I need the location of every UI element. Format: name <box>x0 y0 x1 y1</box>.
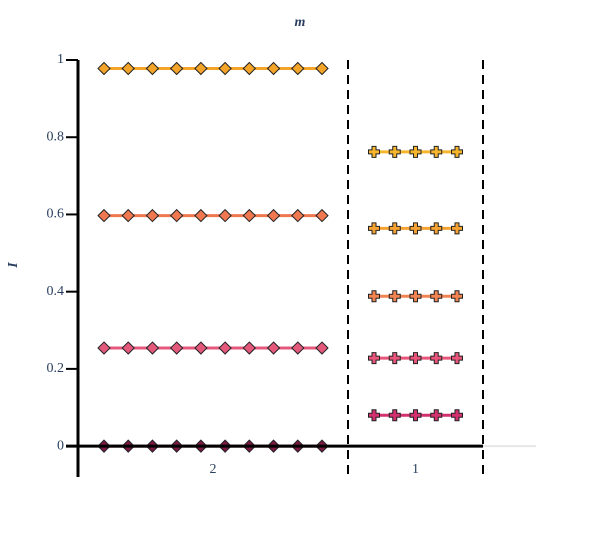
marker <box>315 341 329 355</box>
marker <box>242 208 257 223</box>
marker <box>368 409 380 422</box>
x-tick-label: 2 <box>210 462 217 477</box>
y-tick-label: 0.6 <box>47 207 65 222</box>
marker <box>315 208 329 223</box>
y-tick-label: 0 <box>57 438 64 453</box>
y-tick-label: 0.4 <box>47 284 65 299</box>
marker <box>291 341 305 355</box>
x-tick-label: 1 <box>412 462 419 477</box>
marker <box>218 341 232 355</box>
marker <box>388 222 401 235</box>
marker <box>409 290 422 303</box>
marker <box>451 290 463 303</box>
marker <box>388 290 401 303</box>
marker <box>368 352 380 365</box>
marker <box>291 61 305 76</box>
marker <box>97 61 111 76</box>
marker <box>145 61 160 76</box>
y-tick-label: 0.2 <box>47 361 65 376</box>
marker <box>194 341 208 355</box>
marker <box>388 145 401 158</box>
marker <box>194 61 208 76</box>
marker <box>121 208 135 223</box>
marker <box>266 208 281 223</box>
marker <box>430 145 443 158</box>
marker <box>266 61 281 76</box>
marker <box>169 208 184 223</box>
marker <box>388 352 401 365</box>
marker <box>430 409 443 422</box>
marker <box>388 409 401 422</box>
marker <box>451 409 463 422</box>
marker <box>430 290 443 303</box>
marker <box>194 208 208 223</box>
marker <box>169 341 184 355</box>
marker <box>218 208 232 223</box>
marker <box>242 341 257 355</box>
marker <box>218 61 232 76</box>
marker <box>430 352 443 365</box>
chart-title: m <box>295 15 306 30</box>
y-axis-label: I <box>6 262 21 269</box>
marker <box>145 208 160 223</box>
marker <box>409 222 422 235</box>
marker <box>97 341 111 355</box>
marker <box>368 290 380 303</box>
marker <box>451 145 463 158</box>
marker <box>291 208 305 223</box>
marker <box>315 61 329 76</box>
marker <box>169 61 184 76</box>
marker <box>409 409 422 422</box>
marker <box>97 208 111 223</box>
marker <box>266 341 281 355</box>
y-tick-label: 0.8 <box>47 129 65 144</box>
marker <box>121 341 135 355</box>
marker <box>451 352 463 365</box>
marker <box>242 61 257 76</box>
marker <box>145 341 160 355</box>
marker <box>409 352 422 365</box>
marker <box>368 222 380 235</box>
y-tick-label: 1 <box>57 52 64 67</box>
marker <box>430 222 443 235</box>
marker <box>451 222 463 235</box>
marker <box>368 145 380 158</box>
marker <box>409 145 422 158</box>
marker <box>121 61 135 76</box>
